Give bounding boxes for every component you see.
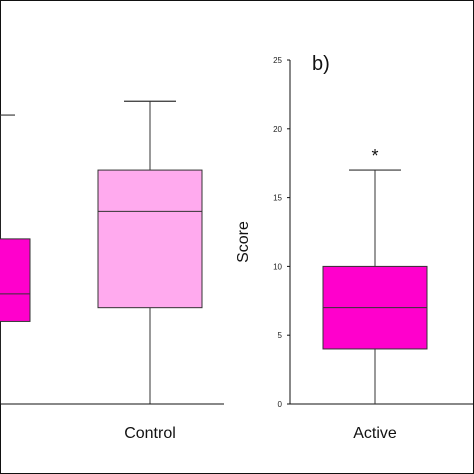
y-tick-label: 10 [273,262,282,271]
panel-b: 0 5 10 15 20 25 b) Score Active * [235,53,474,442]
y-tick-label: 25 [273,56,282,65]
y-tick-label: 20 [273,125,282,134]
y-tick-label: 5 [278,331,283,340]
significance-asterisk: * [371,146,378,166]
panel-b-label: b) [312,53,330,75]
box-iqr [0,238,31,322]
panel-b-boxes [322,169,428,404]
panel-b-y-ticks: 0 5 10 15 20 25 [273,56,290,409]
panel-b-category-label: Active [353,425,397,442]
y-tick-label: 0 [278,400,283,409]
y-tick-label: 15 [273,194,282,203]
panel-b-y-axis-label: Score [235,221,252,263]
panel-a-boxes [0,100,203,404]
box-iqr [97,169,203,309]
panel-a-category-label: Control [124,425,176,442]
panel-a: Control [0,100,224,442]
